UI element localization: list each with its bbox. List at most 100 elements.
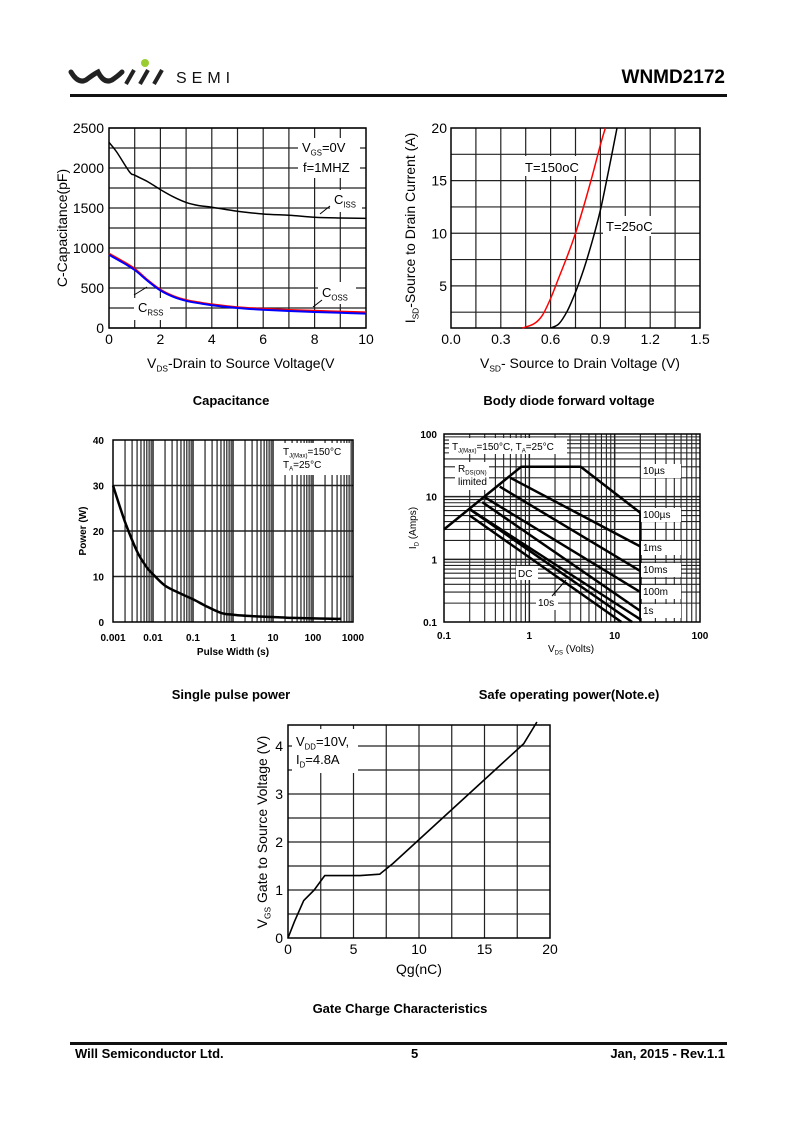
footer-page-number: 5: [411, 1046, 419, 1061]
annotation-conditions: TJ(Max)=150°C, TA=25°C: [452, 442, 554, 455]
soa-line-10s: [443, 465, 642, 531]
x-axis-label: Pulse Width (s): [197, 647, 269, 658]
soa-line-1ms: [499, 485, 642, 573]
x-tick-label: 100: [305, 633, 322, 644]
label-ciss: CISS: [334, 192, 356, 209]
x-tick-label: 0.3: [491, 331, 511, 347]
y-tick-label: 5: [439, 278, 447, 294]
x-tick-label: 1000: [342, 633, 365, 644]
x-tick-label: 100: [692, 631, 709, 642]
x-tick-label: 0.1: [437, 631, 451, 642]
soa-label-10s: 10µs: [643, 466, 665, 477]
soa-label-1ms: 1ms: [643, 543, 662, 554]
annotation-freq: f=1MHZ: [303, 160, 350, 175]
x-tick-label: 10: [609, 631, 621, 642]
y-axis-label: ISD-Source to Drain Current (A): [402, 133, 421, 324]
x-axis-label: VSD- Source to Drain Voltage (V): [480, 355, 680, 374]
y-tick-label: 1500: [73, 200, 104, 216]
soa-label-10ms: 10ms: [643, 565, 667, 576]
y-axis-label: ID (Amps): [408, 507, 421, 549]
x-axis-label: Qg(nC): [396, 961, 442, 977]
label-background: [134, 298, 170, 320]
plot-frame: [450, 127, 701, 329]
label-crss: CRSS: [138, 300, 163, 317]
caption-body-diode: Body diode forward voltage: [483, 393, 655, 408]
footer-divider: [70, 1042, 727, 1045]
series-t150: [522, 127, 607, 329]
annotation-limited: limited: [458, 477, 487, 488]
annotation-rdson: RDS(ON): [458, 464, 487, 477]
y-tick-label: 10: [426, 493, 438, 504]
label-background: [603, 216, 651, 236]
y-tick-label: 40: [93, 436, 105, 447]
label-background: [280, 443, 350, 475]
leader-crss: [133, 286, 148, 296]
y-axis-label: Power (W): [78, 507, 89, 556]
soa-label-10s: 10s: [538, 598, 554, 609]
x-tick-label: 15: [477, 941, 493, 957]
gate-charge-chart: 0 5 10 15 20 0 1 2 3 4 Qg(nC) VGS Gate to Source Vo…: [254, 721, 558, 977]
caption-gate-charge: Gate Charge Characteristics: [312, 1001, 488, 1016]
leader-coss: [312, 299, 323, 308]
label-background: [641, 541, 681, 555]
y-tick-label: 100: [420, 430, 437, 441]
series-crss: [108, 253, 367, 315]
x-tick-label: 1.2: [640, 331, 660, 347]
x-tick-label: 0.6: [541, 331, 561, 347]
label-background: [641, 464, 681, 478]
plot-frame: [108, 127, 367, 329]
x-axis-label: VDS-Drain to Source Voltage(V: [147, 355, 335, 374]
header-divider: [70, 94, 727, 97]
caption-single-pulse: Single pulse power: [171, 687, 291, 702]
y-tick-label: 20: [431, 120, 447, 136]
annotation-tj: TJ(Max)=150°C: [283, 447, 341, 460]
label-background: [449, 438, 567, 454]
footer-date-rev: Jan, 2015 - Rev.1.1: [610, 1046, 725, 1061]
x-tick-label: 0.001: [100, 633, 125, 644]
y-tick-label: 0: [96, 320, 104, 336]
x-tick-label: 0.0: [441, 331, 461, 347]
y-tick-label: 15: [431, 173, 447, 189]
x-tick-label: 10: [411, 941, 427, 957]
annotation-ta: TA=25°C: [283, 460, 321, 473]
y-tick-label: 30: [93, 482, 105, 493]
x-tick-label: 1: [527, 631, 533, 642]
soa-label-dc: DC: [518, 569, 532, 580]
annotation-id: ID=4.8A: [296, 752, 340, 769]
y-tick-label: 10: [93, 573, 105, 584]
label-t150: T=150oC: [525, 160, 579, 175]
will-semi-logo-icon: [68, 59, 164, 85]
soa-label-1s: 1s: [643, 606, 654, 617]
x-tick-label: 6: [259, 331, 267, 347]
y-tick-label: 1: [431, 555, 437, 566]
label-background: [330, 190, 362, 212]
series-t25: [550, 127, 618, 329]
label-background: [641, 604, 681, 618]
label-coss: COSS: [322, 285, 348, 302]
y-tick-label: 2000: [73, 160, 104, 176]
label-background: [318, 282, 356, 304]
soa-label-100m: 100m: [643, 587, 668, 598]
x-tick-label: 4: [208, 331, 216, 347]
y-tick-label: 0: [275, 930, 283, 946]
plot-frame: [112, 439, 354, 623]
x-tick-label: 5: [350, 941, 358, 957]
label-t25: T=25oC: [606, 219, 653, 234]
x-tick-label: 1: [230, 633, 236, 644]
label-background: [641, 508, 681, 522]
x-tick-label: 2: [157, 331, 165, 347]
y-tick-label: 2500: [73, 120, 104, 136]
soa-line-dc: [468, 514, 623, 624]
soa-line-10ms: [484, 496, 642, 594]
annotation-vdd: VDD=10V,: [296, 734, 349, 751]
x-tick-label: 10: [358, 331, 374, 347]
y-axis-label: C-Capacitance(pF): [54, 169, 70, 287]
y-axis-label: VGS Gate to Source Voltage (V): [254, 736, 273, 929]
caption-capacitance: Capacitance: [192, 393, 270, 408]
x-tick-label: 0.1: [186, 633, 200, 644]
soa-line-10s: [468, 508, 633, 624]
x-axis-label: VDS (Volts): [548, 644, 594, 657]
series-vgs: [287, 721, 538, 939]
y-tick-label: 0: [98, 618, 104, 629]
